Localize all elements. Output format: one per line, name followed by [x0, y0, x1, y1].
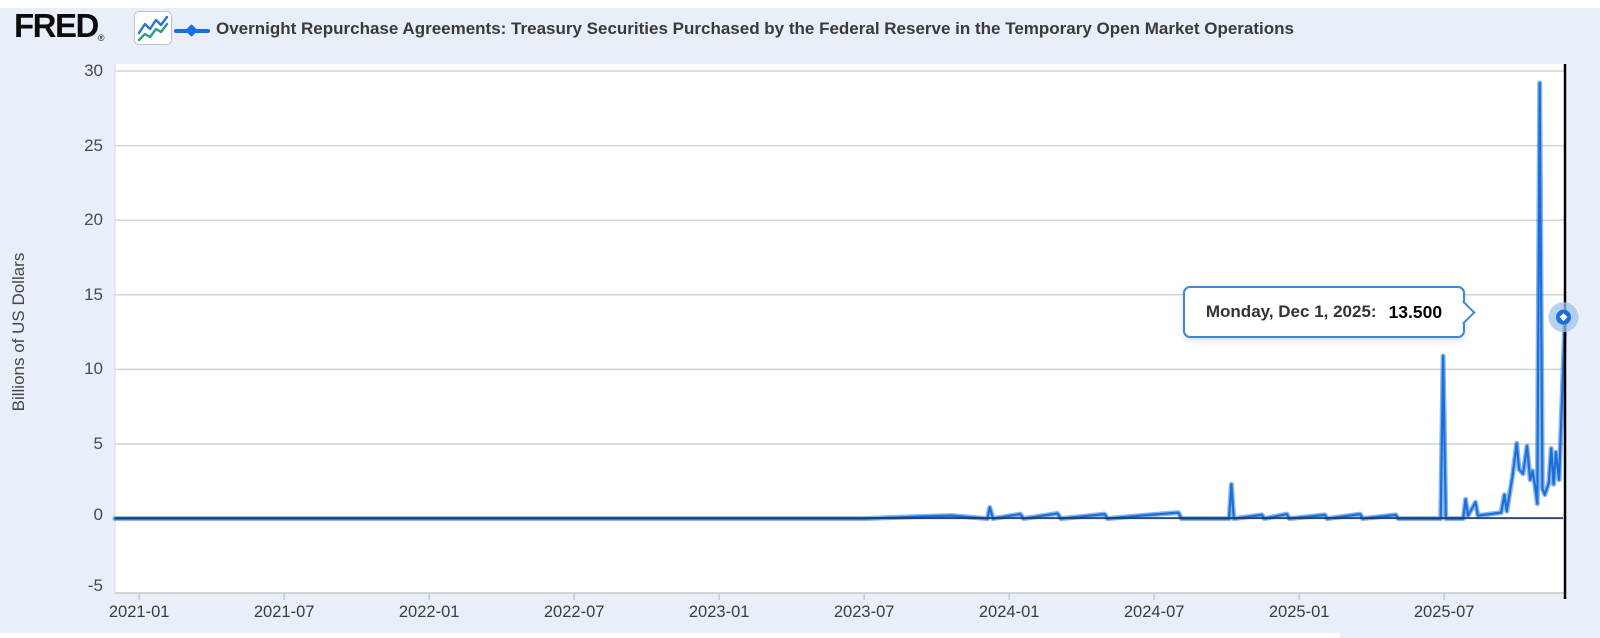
x-axis-label: 2024-07	[1123, 603, 1185, 621]
fred-logo[interactable]: FRED®	[14, 9, 104, 55]
y-axis-label: 5	[93, 434, 103, 453]
x-axis-label: 2022-01	[398, 603, 460, 621]
x-axis-label: 2023-01	[688, 603, 750, 621]
fred-chart-icon	[134, 11, 172, 45]
y-axis-label: -5	[87, 576, 103, 595]
x-axis-label: 2021-01	[108, 603, 170, 621]
series-title: Overnight Repurchase Agreements: Treasur…	[216, 19, 1294, 38]
y-axis-label: 15	[84, 284, 103, 304]
registered-mark-icon: ®	[97, 33, 105, 43]
x-axis-label: 2021-07	[253, 603, 315, 621]
x-axis-label: 2024-01	[978, 603, 1040, 621]
legend-line-marker-icon[interactable]	[174, 24, 210, 37]
x-axis-label: 2022-07	[543, 603, 605, 621]
hover-tooltip: Monday, Dec 1, 2025: 13.500	[1183, 286, 1476, 338]
y-axis-label: 25	[84, 135, 103, 155]
y-axis-label: 10	[84, 359, 103, 379]
x-axis-label: 2025-01	[1268, 603, 1330, 621]
fred-logo-text: FRED	[14, 7, 99, 44]
y-axis-label: 20	[84, 210, 103, 230]
tooltip-date: Monday, Dec 1, 2025:	[1205, 302, 1377, 321]
y-axis-label: 0	[93, 504, 103, 524]
x-axis-label: 2025-07	[1413, 603, 1475, 621]
tooltip-value: 13.500	[1388, 301, 1443, 322]
bottom-white-strip	[0, 633, 1340, 638]
top-white-strip	[0, 0, 1600, 8]
y-axis-label: 30	[84, 61, 103, 80]
x-axis-label: 2023-07	[833, 603, 895, 621]
